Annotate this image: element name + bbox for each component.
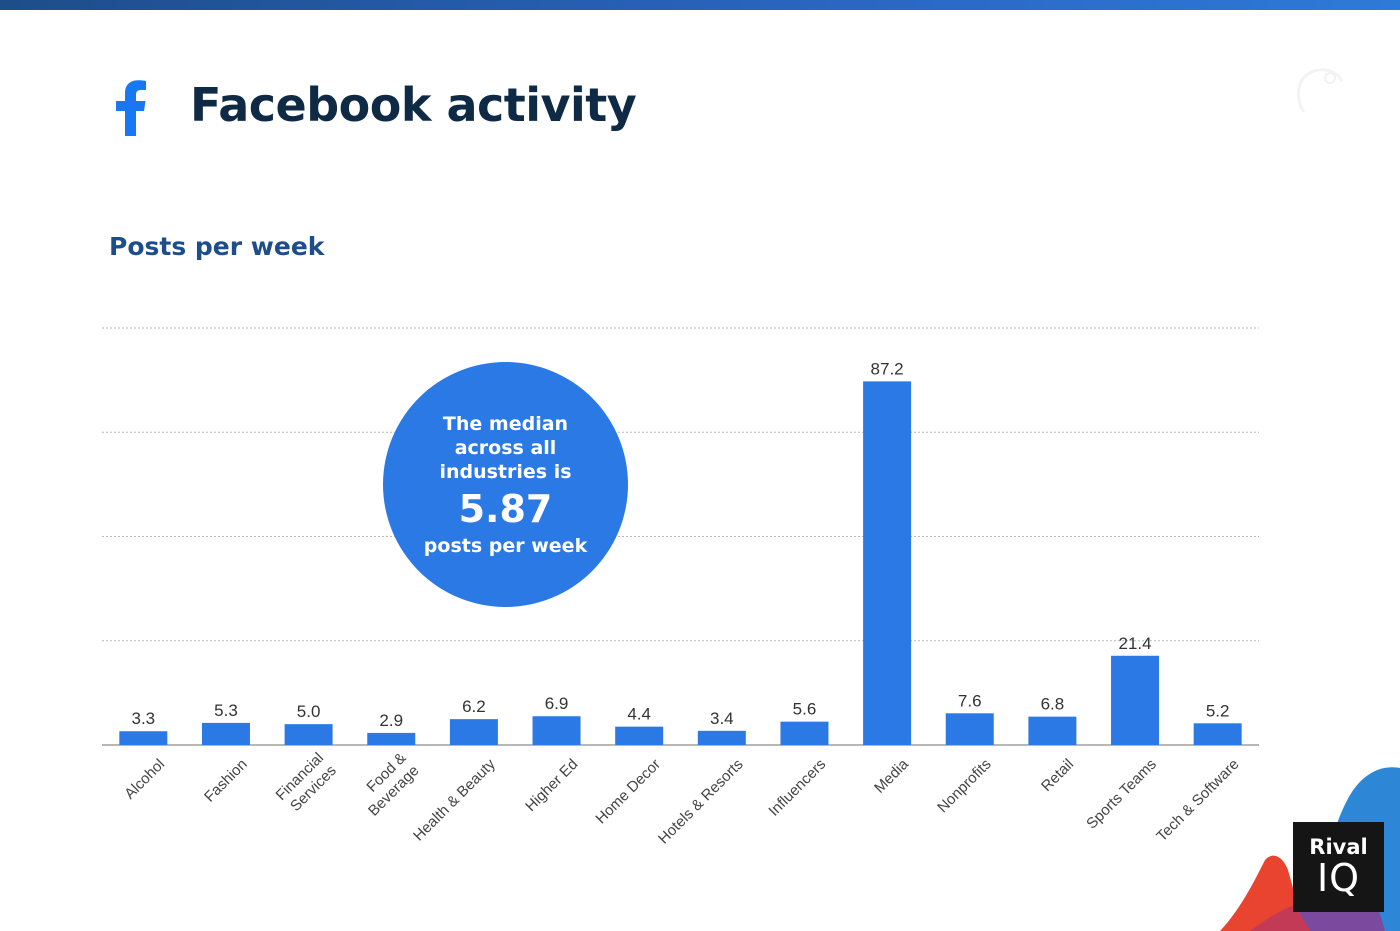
bar	[615, 726, 664, 745]
x-tick-label: Media	[871, 755, 912, 796]
x-tick-label: Home Decor	[592, 756, 664, 828]
data-label: 5.2	[1206, 701, 1230, 720]
x-tick-label-line: Fashion	[201, 756, 251, 806]
x-tick-label: Health & Beauty	[410, 755, 499, 844]
data-label: 7.6	[958, 691, 982, 710]
x-tick-label: FinancialServices	[273, 749, 340, 816]
x-tick-label: Alcohol	[121, 756, 168, 803]
median-callout-unit: posts per week	[423, 534, 588, 557]
median-callout: The median across all industries is 5.87…	[383, 362, 628, 607]
x-tick-label: Fashion	[201, 756, 251, 806]
x-tick-label-line: Health & Beauty	[410, 755, 499, 844]
bar	[780, 721, 829, 745]
facebook-f-icon	[116, 80, 146, 136]
data-label: 6.9	[545, 694, 569, 713]
bar	[945, 713, 994, 745]
x-tick-label-line: Sports Teams	[1083, 756, 1160, 833]
bar	[1193, 723, 1242, 745]
bar	[367, 732, 416, 745]
median-callout-text: The median across all industries is	[439, 412, 572, 483]
page-title: Facebook activity	[190, 78, 637, 132]
chart-subtitle: Posts per week	[109, 232, 325, 261]
x-tick-label: Hotels & Resorts	[655, 756, 747, 848]
x-tick-label-line: Influencers	[765, 756, 829, 820]
x-tick-label: Nonprofits	[934, 756, 994, 816]
x-tick-label: Food &Beverage	[352, 749, 422, 819]
x-tick-label-line: Higher Ed	[522, 756, 581, 815]
brand-logo-text-top: Rival	[1309, 835, 1368, 859]
top-accent-bar	[0, 0, 1400, 10]
data-label: 87.2	[871, 359, 904, 378]
brand-logo-text-bottom: IQ	[1316, 856, 1361, 900]
x-tick-label-line: Retail	[1038, 756, 1077, 795]
x-tick-label: Retail	[1038, 756, 1077, 795]
data-label: 6.2	[462, 697, 486, 716]
bar	[1111, 655, 1160, 745]
data-label: 6.8	[1041, 695, 1065, 714]
x-tick-label: Higher Ed	[522, 756, 581, 815]
x-tick-label: Sports Teams	[1083, 756, 1160, 833]
bar	[863, 381, 912, 745]
data-label: 2.9	[379, 711, 403, 730]
x-tick-label-line: Hotels & Resorts	[655, 756, 747, 848]
x-tick-label-line: Nonprofits	[934, 756, 994, 816]
data-label: 3.4	[710, 709, 734, 728]
brand-logo: Rival IQ	[1293, 822, 1384, 912]
median-callout-value: 5.87	[458, 486, 553, 531]
bar	[697, 730, 746, 745]
bar	[1028, 716, 1077, 745]
x-tick-label: Influencers	[765, 756, 829, 820]
bar	[119, 731, 168, 745]
bar	[201, 722, 250, 745]
data-label: 4.4	[627, 705, 651, 724]
data-label: 5.3	[214, 701, 238, 720]
x-tick-label-line: Alcohol	[121, 756, 168, 803]
data-label: 5.6	[793, 700, 817, 719]
bar	[532, 716, 581, 745]
corner-watermark-icon	[1297, 68, 1344, 113]
data-label: 5.0	[297, 702, 321, 721]
bar	[284, 724, 333, 745]
bar	[449, 719, 498, 745]
data-label: 3.3	[132, 709, 156, 728]
x-tick-label-line: Home Decor	[592, 756, 664, 828]
data-label: 21.4	[1118, 634, 1151, 653]
x-tick-label-line: Media	[871, 755, 912, 796]
